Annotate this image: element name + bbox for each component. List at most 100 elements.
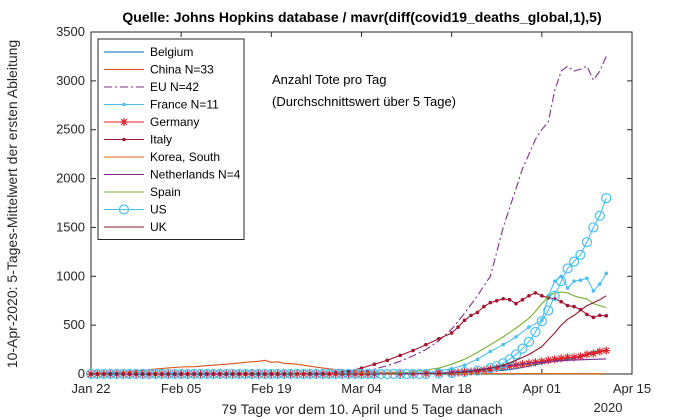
marker-stroke <box>557 355 565 362</box>
legend-label: US <box>150 203 167 217</box>
data-point-italy <box>346 369 351 373</box>
data-point-us <box>485 363 496 374</box>
data-point-us <box>562 263 573 274</box>
data-point-france <box>514 335 518 339</box>
data-point-italy <box>597 313 602 318</box>
data-point-us <box>504 354 515 365</box>
y-axis-label: 10-Apr-2020: 5-Tages-Mittelwert der erst… <box>4 40 20 368</box>
data-point-us <box>543 305 554 316</box>
data-point-italy <box>572 304 576 309</box>
legend-item-uk: UK <box>104 220 167 234</box>
data-point-italy <box>585 312 589 317</box>
data-point-italy <box>424 342 428 347</box>
marker-stroke <box>564 354 571 361</box>
data-point-us <box>517 343 528 354</box>
data-point-france <box>488 349 493 354</box>
data-point-france <box>552 279 557 283</box>
marker-stroke <box>506 362 513 370</box>
annotation-line-1: Anzahl Tote pro Tag <box>272 72 386 87</box>
data-point-germany <box>537 357 546 366</box>
marker-stroke <box>603 347 610 354</box>
data-point-france <box>565 286 570 290</box>
y-tick-label: 2500 <box>56 122 85 137</box>
legend-item-germany: Germany <box>104 115 199 129</box>
data-point-us <box>523 336 535 347</box>
data-point-italy <box>488 300 493 305</box>
data-point-italy <box>559 299 563 304</box>
y-tick-label: 2000 <box>56 171 85 186</box>
data-point-italy <box>565 303 570 308</box>
data-point-italy <box>411 348 415 353</box>
data-point-italy <box>501 296 505 301</box>
x-tick-label: Feb 05 <box>161 381 201 396</box>
x-tick-label: Mar 18 <box>431 381 471 396</box>
data-point-germany <box>550 355 559 364</box>
legend-item-netherlands: Netherlands N=4 <box>104 168 241 182</box>
data-point-germany <box>544 356 553 365</box>
marker-stroke <box>577 353 584 360</box>
data-point-france <box>527 325 531 329</box>
data-point-us <box>530 326 541 338</box>
series-uk <box>91 295 607 375</box>
x-axis-label: 79 Tage vor dem 10. April und 5 Tage dan… <box>221 401 502 417</box>
legend-item-korea: Korea, South <box>104 150 220 164</box>
series-line-spain <box>91 291 607 375</box>
legend-item-china: China N=33 <box>104 63 214 77</box>
data-point-italy <box>540 294 544 298</box>
data-point-us <box>510 349 522 360</box>
data-point-italy <box>475 310 480 315</box>
legend-item-italy: Italy <box>104 133 172 147</box>
data-point-france <box>591 289 596 293</box>
data-point-italy <box>436 337 441 341</box>
data-point-italy <box>482 304 486 309</box>
series-line-uk <box>91 295 607 375</box>
data-point-italy <box>507 297 512 302</box>
data-point-italy <box>372 362 377 367</box>
legend-marker <box>120 118 128 126</box>
legend-marker <box>122 102 126 107</box>
legend-label: Spain <box>150 185 181 199</box>
data-point-us <box>588 222 599 233</box>
legend-item-spain: Spain <box>104 185 181 199</box>
data-point-italy <box>527 294 531 298</box>
x-tick-label: Jan 22 <box>71 381 110 396</box>
data-point-italy <box>494 298 499 303</box>
legend-label: China N=33 <box>150 63 214 77</box>
legend-label: Italy <box>150 133 172 147</box>
data-point-us <box>568 256 580 267</box>
x-tick-label: Mar 04 <box>341 381 381 396</box>
data-point-france <box>475 357 480 362</box>
legend-item-eu: EU N=42 <box>104 80 199 94</box>
data-point-france <box>578 278 583 282</box>
y-tick-label: 1000 <box>56 268 85 283</box>
data-point-germany <box>582 350 591 359</box>
y-tick-label: 3500 <box>56 24 85 39</box>
marker-stroke <box>120 118 128 126</box>
data-point-us <box>556 276 567 287</box>
legend-label: Belgium <box>150 45 193 59</box>
x-tick-label: Apr 01 <box>523 381 561 396</box>
data-point-france <box>462 363 467 368</box>
data-point-us <box>601 193 612 204</box>
data-point-france <box>604 271 609 276</box>
data-point-france <box>585 276 589 281</box>
legend-label: EU N=42 <box>150 80 199 94</box>
data-point-italy <box>469 313 473 318</box>
x-tick-label: Feb 19 <box>251 381 291 396</box>
data-point-italy <box>385 358 390 363</box>
y-tick-label: 1500 <box>56 219 85 234</box>
data-point-germany <box>576 352 585 361</box>
annotation-line-2: (Durchschnittswert über 5 Tage) <box>272 94 456 109</box>
marker-stroke <box>570 354 578 361</box>
marker-stroke <box>538 358 546 365</box>
legend-label: Germany <box>150 115 199 129</box>
legend-label: Netherlands N=4 <box>150 168 241 182</box>
data-point-italy <box>449 331 454 335</box>
data-point-us <box>581 236 593 248</box>
data-point-germany <box>589 349 598 358</box>
marker-stroke <box>590 350 597 357</box>
data-point-us <box>594 210 605 221</box>
legend-label: France N=11 <box>150 98 219 112</box>
